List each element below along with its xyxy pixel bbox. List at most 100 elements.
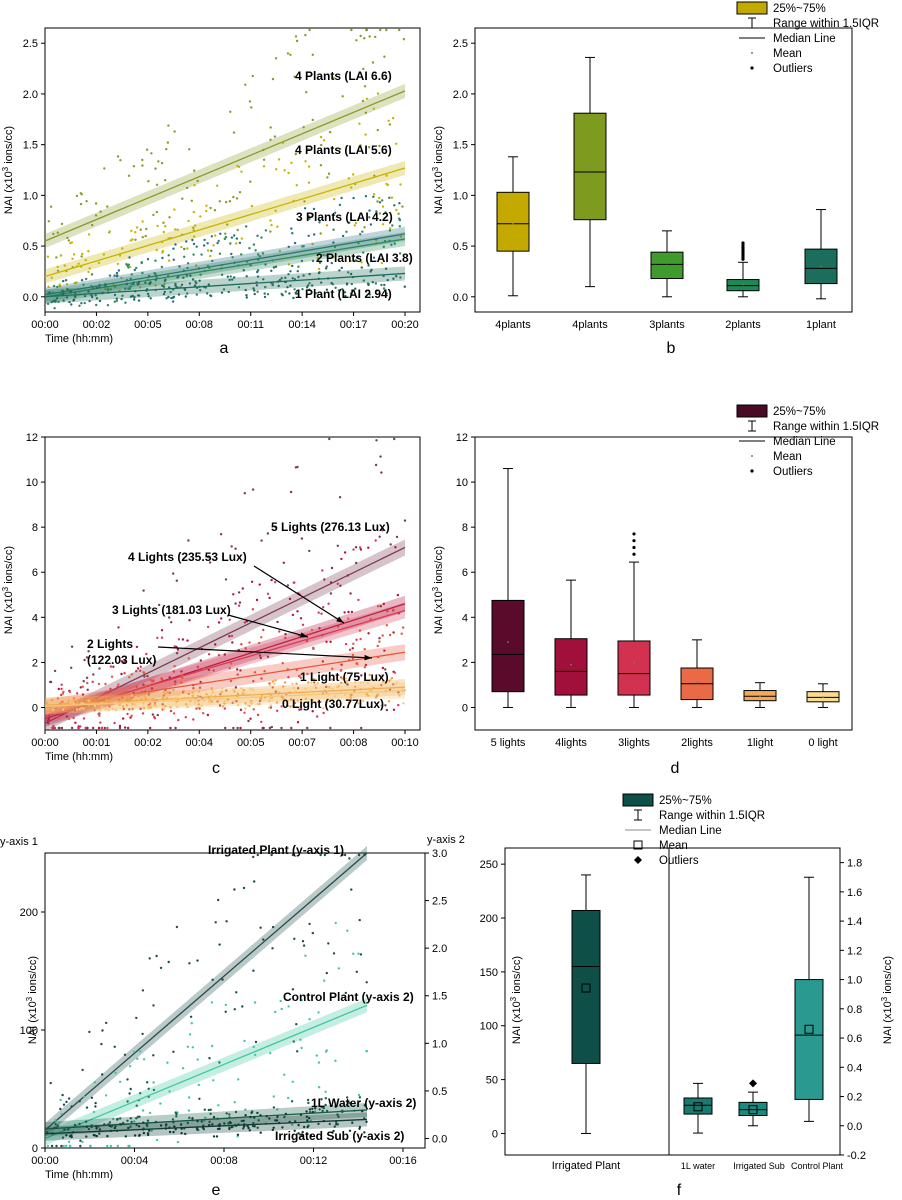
scatter-point [184, 1132, 187, 1136]
scatter-point [95, 1127, 98, 1130]
scatter-point [332, 241, 335, 244]
scatter-point [102, 253, 106, 256]
scatter-point [242, 689, 246, 692]
scatter-point [167, 960, 170, 964]
scatter-point [364, 195, 368, 198]
scatter-point [268, 699, 271, 703]
scatter-point [358, 1127, 361, 1131]
scatter-point [60, 1144, 63, 1148]
scatter-point [390, 243, 393, 246]
mean-marker [820, 265, 822, 268]
scatter-point [372, 195, 375, 198]
scatter-point [61, 700, 64, 703]
scatter-point [86, 699, 89, 702]
scatter-point [223, 1122, 226, 1125]
scatter-point [228, 667, 231, 670]
scatter-point [190, 199, 193, 202]
scatter-point [359, 681, 362, 684]
scatter-point [368, 216, 371, 219]
scatter-point [304, 160, 307, 163]
scatter-point [281, 661, 284, 665]
series-label: 0 Light (30.77Lux) [282, 697, 384, 711]
category-label: Control Plant [791, 1161, 844, 1171]
scatter-point [317, 1011, 320, 1014]
scatter-point [367, 632, 370, 635]
scatter-point [297, 275, 300, 279]
scatter-point [98, 1132, 101, 1135]
scatter-point [242, 886, 246, 890]
scatter-point [364, 133, 367, 136]
scatter-point [87, 233, 91, 236]
scatter-point [62, 279, 65, 283]
scatter-point [382, 245, 385, 248]
scatter-point [57, 300, 60, 303]
series-label: 3 Plants (LAI 4.2) [296, 210, 393, 224]
scatter-point [279, 999, 282, 1003]
scatter-point [47, 708, 51, 711]
scatter-point [275, 168, 278, 171]
scatter-point [69, 289, 72, 292]
scatter-point [305, 286, 309, 289]
x-tick-label: 00:02 [83, 319, 111, 331]
scatter-point [284, 1112, 288, 1116]
scatter-point [188, 282, 192, 285]
scatter-point [67, 239, 71, 242]
scatter-point [218, 200, 221, 203]
scatter-point [244, 647, 247, 650]
scatter-point [280, 705, 283, 708]
legend-outlier-icon [750, 469, 754, 473]
scatter-point [134, 695, 137, 699]
scatter-point [56, 269, 60, 272]
scatter-point [321, 660, 324, 663]
box [617, 640, 651, 696]
scatter-point [101, 1029, 104, 1032]
scatter-point [294, 690, 297, 693]
scatter-point [388, 633, 392, 637]
scatter-point [172, 688, 175, 692]
scatter-point [196, 706, 200, 709]
scatter-point [193, 701, 197, 704]
y-tick-label: 100 [480, 1021, 498, 1033]
y-tick-label: 0.5 [453, 241, 468, 253]
scatter-point [380, 471, 383, 474]
scatter-point [65, 1134, 68, 1137]
scatter-point [155, 248, 158, 252]
scatter-point [192, 718, 195, 721]
y-tick-label: 2 [32, 657, 38, 669]
scatter-point [137, 294, 140, 297]
scatter-point [116, 1144, 120, 1148]
box [554, 638, 588, 696]
scatter-point [340, 681, 343, 685]
scatter-point [375, 289, 378, 292]
scatter-point [293, 937, 296, 940]
scatter-point [221, 978, 224, 981]
scatter-point [300, 537, 304, 540]
scatter-point [177, 293, 181, 296]
scatter-point [245, 225, 248, 228]
scatter-point [113, 721, 116, 725]
scatter-point [90, 1096, 94, 1100]
x-tick-label: 00:01 [83, 737, 111, 749]
scatter-point [193, 184, 196, 187]
scatter-point [313, 527, 316, 530]
scatter-point [182, 689, 185, 693]
scatter-point [112, 665, 115, 668]
scatter-point [178, 697, 181, 701]
scatter-point [82, 680, 85, 683]
scatter-point [155, 954, 158, 958]
scatter-point [188, 619, 191, 622]
scatter-point [338, 269, 341, 272]
mean-marker [742, 283, 744, 286]
scatter-point [271, 680, 275, 683]
scatter-point [289, 270, 292, 273]
scatter-point [242, 1125, 246, 1128]
scatter-point [357, 598, 360, 602]
scatter-point [129, 1125, 132, 1128]
scatter-point [334, 286, 337, 289]
scatter-point [335, 703, 339, 706]
scatter-point [76, 700, 79, 703]
y2-tick-label: 0.4 [847, 1062, 862, 1074]
scatter-point [180, 245, 183, 249]
scatter-point [352, 196, 355, 200]
scatter-point [84, 1120, 88, 1123]
